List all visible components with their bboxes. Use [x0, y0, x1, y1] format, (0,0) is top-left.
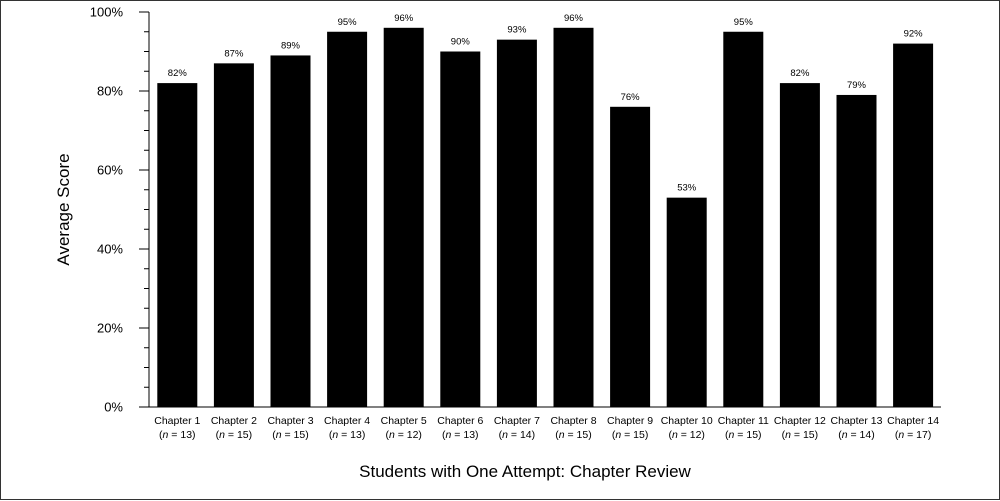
- bar: [270, 55, 311, 407]
- x-tick-label: Chapter 2: [211, 415, 257, 427]
- y-tick-label: 60%: [97, 163, 123, 178]
- bar-value-label: 82%: [168, 68, 188, 79]
- bar: [553, 27, 594, 408]
- bar: [723, 31, 764, 407]
- bar: [213, 63, 254, 407]
- bar-value-label: 95%: [338, 17, 358, 28]
- x-tick-label: Chapter 13: [831, 415, 883, 427]
- x-tick-label: Chapter 11: [718, 415, 769, 427]
- bar: [496, 39, 537, 408]
- bar: [666, 197, 707, 407]
- x-axis-labels: Chapter 1 (n = 13) Chapter 2 (n = 15) Chapte…: [154, 415, 939, 441]
- x-tick-label: Chapter 8: [550, 415, 596, 427]
- x-tick-label: Chapter 3: [267, 415, 313, 427]
- bar-value-label: 79%: [847, 80, 867, 91]
- y-tick-label: 20%: [97, 321, 123, 336]
- x-tick-label: Chapter 10: [661, 415, 713, 427]
- y-tick-label: 40%: [97, 242, 123, 257]
- y-tick-label: 0%: [104, 400, 123, 415]
- y-tick-label: 100%: [90, 5, 124, 20]
- x-axis-title: Students with One Attempt: Chapter Revie…: [359, 462, 691, 481]
- bar: [157, 83, 198, 407]
- x-tick-sample-size: (n = 17): [895, 429, 932, 441]
- bar: [836, 94, 877, 407]
- x-tick-label: Chapter 4: [324, 415, 370, 427]
- x-tick-label: Chapter 5: [381, 415, 427, 427]
- x-tick-label: Chapter 12: [774, 415, 826, 427]
- bar: [440, 51, 481, 407]
- bar-value-label: 87%: [224, 48, 244, 59]
- bar: [383, 27, 424, 408]
- x-tick-sample-size: (n = 15): [782, 429, 819, 441]
- x-tick-label: Chapter 1: [154, 415, 200, 427]
- bars: [157, 27, 934, 408]
- y-tick-label: 80%: [97, 84, 123, 99]
- bar-value-label: 53%: [677, 183, 697, 194]
- data-labels: 82% 87% 89% 95% 96% 90% 93% 96% 76% 53% 95% 82% 79% 9…: [168, 13, 923, 194]
- x-tick-sample-size: (n = 15): [216, 429, 253, 441]
- x-tick-label: Chapter 14: [887, 415, 939, 427]
- x-tick-sample-size: (n = 15): [555, 429, 592, 441]
- y-axis-title: Average Score: [54, 153, 73, 265]
- bar-value-label: 96%: [564, 13, 584, 24]
- x-tick-sample-size: (n = 15): [725, 429, 762, 441]
- x-tick-sample-size: (n = 14): [499, 429, 536, 441]
- bar-value-label: 95%: [734, 17, 754, 28]
- x-tick-sample-size: (n = 13): [329, 429, 366, 441]
- x-tick-sample-size: (n = 14): [838, 429, 875, 441]
- x-tick-sample-size: (n = 13): [442, 429, 479, 441]
- x-tick-sample-size: (n = 12): [385, 429, 422, 441]
- bar-value-label: 92%: [904, 29, 924, 40]
- x-tick-label: Chapter 6: [437, 415, 483, 427]
- x-tick-label: Chapter 9: [607, 415, 653, 427]
- bar-value-label: 93%: [507, 25, 527, 36]
- bar: [610, 106, 651, 408]
- x-tick-label: Chapter 7: [494, 415, 540, 427]
- bar: [327, 31, 368, 407]
- bar: [893, 43, 934, 407]
- bar-value-label: 90%: [451, 37, 471, 48]
- y-axis-ticks: 0% 20% 40% 60% 80% 100%: [90, 5, 149, 415]
- x-tick-sample-size: (n = 13): [159, 429, 196, 441]
- x-tick-sample-size: (n = 12): [668, 429, 705, 441]
- bar-value-label: 89%: [281, 40, 301, 51]
- bar-value-label: 96%: [394, 13, 414, 24]
- bar-value-label: 76%: [621, 92, 641, 103]
- x-tick-sample-size: (n = 15): [612, 429, 649, 441]
- x-tick-sample-size: (n = 15): [272, 429, 309, 441]
- bar: [779, 83, 820, 407]
- bar-value-label: 82%: [790, 68, 810, 79]
